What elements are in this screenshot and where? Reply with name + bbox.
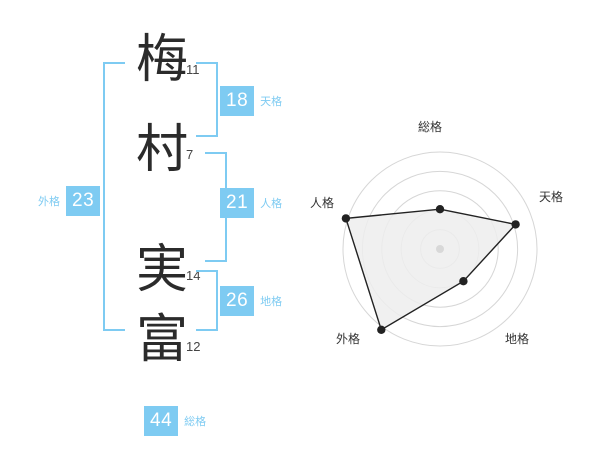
badge-tenkaku-value: 18 [220,86,255,116]
badge-jinkaku: 21 人格 [220,188,282,218]
radar-point-人格[interactable] [341,214,351,223]
badge-soukaku-label: 総格 [184,415,207,428]
radar-point-地格[interactable] [459,277,468,286]
badge-gaikaku-label: 外格 [38,195,60,208]
radar-center-dot [436,245,444,253]
kanji-character-1: 梅 [135,30,188,90]
bracket-chikaku [196,270,218,331]
badge-chikaku: 26 地格 [220,286,282,316]
radar-point-総格[interactable] [435,205,445,214]
kanji-character-4: 富 [135,310,188,370]
badge-soukaku-value: 44 [144,406,179,436]
badge-chikaku-value: 26 [220,286,255,316]
stroke-count-2: 7 [186,147,194,162]
badge-gaikaku-value: 23 [66,186,101,216]
badge-soukaku: 44 総格 [144,406,206,436]
radar-data-points [341,205,520,334]
radar-axis-label-地格: 地格 [505,332,530,346]
radar-axis-label-総格: 総格 [418,120,443,134]
badge-gaikaku: 23 外格 [38,186,101,216]
radar-axis-label-外格: 外格 [336,332,361,346]
bracket-tenkaku [196,62,218,137]
radar-ring-5 [342,151,538,347]
radar-axis-label-天格: 天格 [539,190,564,204]
badge-jinkaku-label: 人格 [260,197,283,210]
badge-jinkaku-value: 21 [220,188,255,218]
badge-tenkaku: 18 天格 [220,86,282,116]
radar-point-天格[interactable] [511,220,520,229]
stroke-count-4: 12 [186,339,201,354]
kanji-character-3: 実 [135,240,188,300]
badge-chikaku-label: 地格 [260,295,283,308]
badge-tenkaku-label: 天格 [260,95,283,108]
radar-chart-svg [341,151,538,347]
radar-chart-panel: 総格天格地格 外格 人格 [300,0,600,470]
radar-polygon [344,208,517,331]
radar-axis-label-人格: 人格 [310,196,335,210]
radar-series-shape [344,208,517,331]
stroke-count-1: 11 [186,62,200,77]
name-diagram-panel: 梅 11 村 7 実 14 富 12 18 天格 21 人格 26 地格 23 … [38,30,282,436]
kanji-character-2: 村 [135,120,188,180]
bracket-gaikaku [103,62,125,331]
radar-point-外格[interactable] [377,325,386,334]
